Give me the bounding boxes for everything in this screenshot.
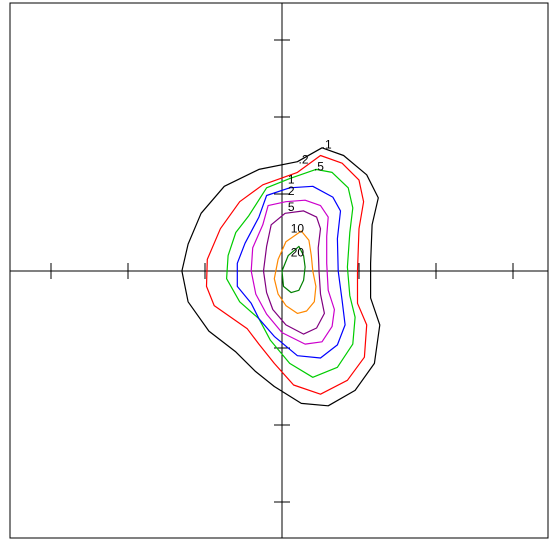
contour-line bbox=[250, 199, 335, 345]
contour-label: 1 bbox=[288, 172, 295, 186]
contour-line bbox=[273, 230, 317, 314]
contour-label: 10 bbox=[291, 222, 305, 236]
contour-label: .5 bbox=[314, 159, 324, 173]
contour-line bbox=[205, 154, 368, 395]
contour-label: 20 bbox=[291, 246, 305, 260]
contour-label: .2 bbox=[299, 152, 309, 166]
contour-line bbox=[262, 210, 325, 335]
contour-line bbox=[226, 168, 356, 378]
contour-label: .1 bbox=[322, 138, 332, 152]
contour-line bbox=[181, 147, 381, 407]
contour-labels: .1 .2 .5 12 5 10 20 bbox=[288, 138, 332, 260]
contour-label: 5 bbox=[288, 200, 295, 214]
contour-lines bbox=[181, 147, 381, 407]
contour-label: 2 bbox=[288, 184, 295, 198]
contour-line bbox=[236, 185, 346, 359]
contour-line bbox=[281, 245, 306, 294]
x-ticks bbox=[50, 263, 514, 279]
y-ticks bbox=[274, 39, 290, 503]
